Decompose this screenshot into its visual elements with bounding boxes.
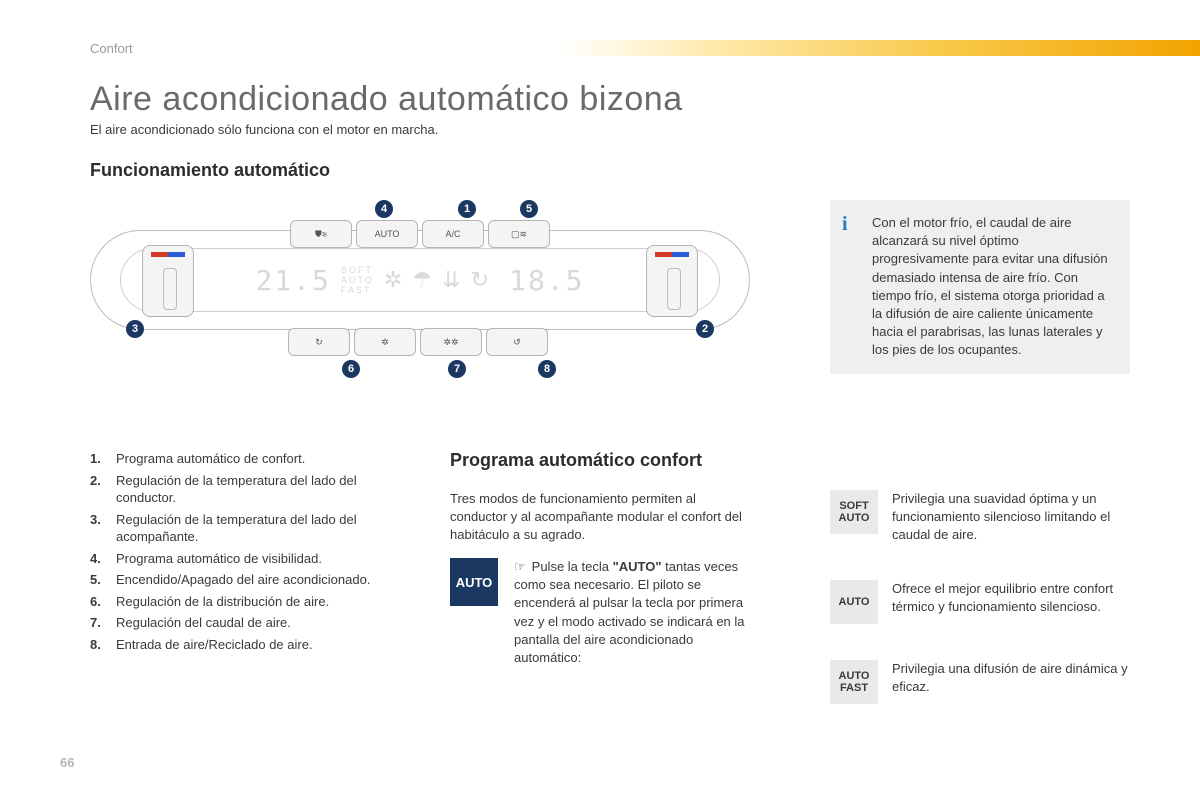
btn-defrost-rear: ▢≋ <box>488 220 550 248</box>
header-bar: Confort <box>0 40 1200 56</box>
callout-4: 4 <box>375 200 393 218</box>
mode-text: Ofrece el mejor equilibrio entre confort… <box>892 580 1130 624</box>
callout-7: 7 <box>448 360 466 378</box>
right-temp: 18.5 <box>509 264 584 297</box>
auto-text: ☞Pulse la tecla "AUTO" tantas veces como… <box>514 558 750 667</box>
callout-1: 1 <box>458 200 476 218</box>
mode-text: Privilegia una difusión de aire dinámica… <box>892 660 1130 704</box>
header-stripe <box>560 40 1200 56</box>
program-body: Tres modos de funcionamiento permiten al… <box>450 490 750 545</box>
legend-item: 4.Programa automático de visibilidad. <box>90 550 420 568</box>
mode-badge: SOFT AUTO <box>830 490 878 534</box>
mode-soft-auto: SOFT AUTO Privilegia una suavidad óptima… <box>830 490 1130 545</box>
section-auto-title: Funcionamiento automático <box>90 160 330 181</box>
btn-auto: AUTO <box>356 220 418 248</box>
legend-list: 1.Programa automático de confort. 2.Regu… <box>90 450 420 657</box>
callout-2: 2 <box>696 320 714 338</box>
mode-auto-fast: AUTO FAST Privilegia una difusión de air… <box>830 660 1130 704</box>
section-program-title: Programa automático confort <box>450 450 702 471</box>
pointer-icon: ☞ <box>514 559 526 574</box>
btn-recirc: ↺ <box>486 328 548 356</box>
mode-text: Privilegia una suavidad óptima y un func… <box>892 490 1130 545</box>
info-box: i Con el motor frío, el caudal de aire a… <box>830 200 1130 374</box>
info-text: Con el motor frío, el caudal de aire alc… <box>872 215 1108 357</box>
left-dial <box>142 245 194 317</box>
mode-badge: AUTO <box>830 580 878 624</box>
panel-display: 21.5 SOFT AUTO FAST ✲ ☂ ⇊ ↻ 18.5 <box>120 248 720 312</box>
center-modes: SOFT AUTO FAST <box>341 265 374 295</box>
callout-3: 3 <box>126 320 144 338</box>
btn-fan-up: ✲✲ <box>420 328 482 356</box>
legend-item: 7.Regulación del caudal de aire. <box>90 614 420 632</box>
legend-item: 3.Regulación de la temperatura del lado … <box>90 511 420 546</box>
page-number: 66 <box>60 755 74 770</box>
callout-8: 8 <box>538 360 556 378</box>
page-title: Aire acondicionado automático bizona <box>90 80 683 119</box>
btn-fan-down: ✲ <box>354 328 416 356</box>
display-icons: ✲ ☂ ⇊ ↻ <box>384 267 491 293</box>
left-temp: 21.5 <box>255 264 330 297</box>
btn-defrost-front: ⛊≋ <box>290 220 352 248</box>
right-dial <box>646 245 698 317</box>
legend-item: 2.Regulación de la temperatura del lado … <box>90 472 420 507</box>
top-button-row: ⛊≋ AUTO A/C ▢≋ <box>290 220 550 248</box>
mode-auto: AUTO Ofrece el mejor equilibrio entre co… <box>830 580 1130 624</box>
btn-distribution: ↻ <box>288 328 350 356</box>
callout-6: 6 <box>342 360 360 378</box>
page-subtitle: El aire acondicionado sólo funciona con … <box>90 122 438 137</box>
mode-badge: AUTO FAST <box>830 660 878 704</box>
legend-item: 1.Programa automático de confort. <box>90 450 420 468</box>
legend-item: 8.Entrada de aire/Reciclado de aire. <box>90 636 420 654</box>
btn-ac: A/C <box>422 220 484 248</box>
auto-badge: AUTO <box>450 558 498 606</box>
auto-instruction: AUTO ☞Pulse la tecla "AUTO" tantas veces… <box>450 558 750 667</box>
section-label: Confort <box>90 41 133 56</box>
info-icon: i <box>842 210 848 238</box>
climate-panel-diagram: 21.5 SOFT AUTO FAST ✲ ☂ ⇊ ↻ 18.5 ⛊≋ AUTO… <box>90 200 750 400</box>
bottom-button-row: ↻ ✲ ✲✲ ↺ <box>288 328 548 356</box>
legend-item: 6.Regulación de la distribución de aire. <box>90 593 420 611</box>
legend-item: 5.Encendido/Apagado del aire acondiciona… <box>90 571 420 589</box>
callout-5: 5 <box>520 200 538 218</box>
